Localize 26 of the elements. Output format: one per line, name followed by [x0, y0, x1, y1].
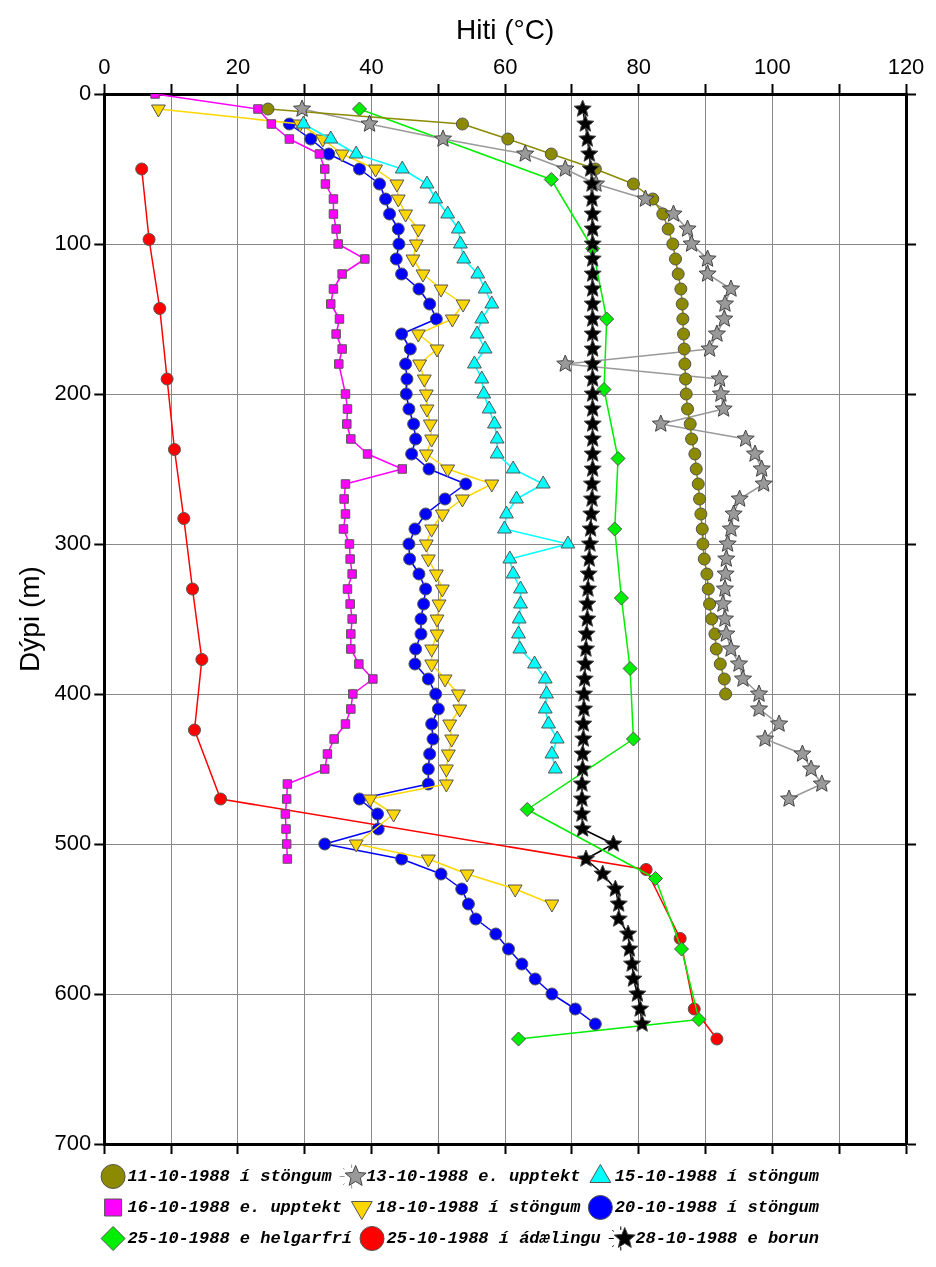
legend-label: 11-10-1988 í stöngum	[127, 1166, 333, 1186]
legend-label: 20-10-1988 í stöngum	[614, 1197, 820, 1217]
x-tick-label: 80	[626, 53, 652, 79]
legend-label: 25-10-1988 í ádælingu	[386, 1228, 601, 1248]
y-tick-label: 200	[54, 380, 92, 406]
legend-label: 15-10-1988 í stöngum	[614, 1166, 820, 1186]
y-tick-label: 600	[54, 980, 92, 1006]
x-axis-title: Hiti (°C)	[456, 13, 555, 45]
y-tick-label: 700	[54, 1130, 92, 1156]
x-tick-label: 40	[359, 53, 384, 79]
x-tick-label: 100	[754, 53, 791, 79]
y-tick-label: 300	[54, 530, 92, 556]
y-tick-label: 500	[54, 830, 92, 856]
y-tick-label: 100	[54, 230, 92, 256]
x-tick-label: 120	[887, 53, 925, 79]
x-tick-label: 20	[225, 53, 251, 79]
y-tick-label: 400	[54, 680, 92, 706]
legend-label: 18-10-1988 í stöngum	[376, 1197, 582, 1217]
y-tick-label: 0	[79, 80, 92, 106]
x-tick-label: 0	[98, 53, 111, 79]
legend-label: 16-10-1988 e. upptekt	[127, 1197, 342, 1217]
legend-label: 13-10-1988 e. upptekt	[366, 1166, 581, 1186]
legend-label: 25-10-1988 e helgarfrí	[127, 1228, 353, 1248]
y-axis-title: Dýpi (m)	[13, 566, 45, 672]
x-tick-label: 60	[492, 53, 518, 79]
legend-label: 28-10-1988 e borun	[635, 1228, 819, 1248]
